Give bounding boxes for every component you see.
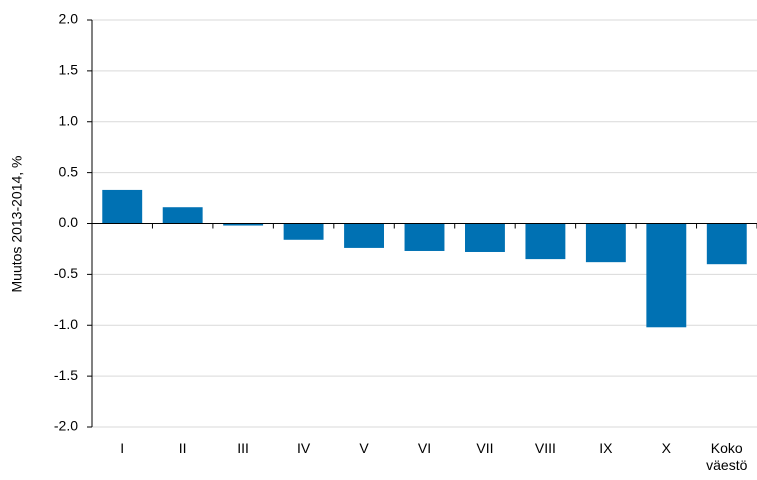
x-tick-label: VII bbox=[476, 440, 494, 456]
bar bbox=[706, 223, 747, 265]
bar bbox=[646, 223, 687, 328]
y-tick-label: 2.0 bbox=[59, 11, 79, 27]
bar bbox=[404, 223, 445, 251]
bar bbox=[223, 223, 264, 226]
bar bbox=[102, 189, 143, 224]
y-tick-label: 1.5 bbox=[59, 62, 79, 78]
y-tick-label: -1.5 bbox=[54, 367, 78, 383]
y-tick-label: -2.0 bbox=[54, 418, 78, 434]
x-tick-label: V bbox=[359, 440, 369, 456]
bar bbox=[162, 207, 203, 224]
x-tick-label: VIII bbox=[534, 440, 556, 456]
y-tick-label: 0.0 bbox=[59, 214, 79, 230]
bar bbox=[283, 223, 324, 240]
x-tick-label: VI bbox=[417, 440, 432, 456]
bar bbox=[585, 223, 626, 263]
x-tick-label: IV bbox=[296, 440, 311, 456]
x-tick-label: X bbox=[661, 440, 671, 456]
x-tick-label: IX bbox=[599, 440, 613, 456]
x-tick-label: Koko väestö bbox=[706, 440, 748, 473]
bar bbox=[344, 223, 384, 248]
bar bbox=[465, 223, 505, 252]
x-tick-label: II bbox=[178, 440, 187, 456]
y-tick-label: -1.0 bbox=[54, 316, 78, 332]
bar bbox=[525, 223, 566, 260]
y-axis-label: Muutos 2013-2014, % bbox=[9, 156, 25, 293]
x-tick-label: I bbox=[120, 440, 125, 456]
x-tick-label: III bbox=[237, 440, 249, 456]
y-tick-label: 1.0 bbox=[59, 112, 79, 128]
y-tick-label: -0.5 bbox=[54, 265, 78, 281]
y-tick-label: 0.5 bbox=[59, 163, 79, 179]
